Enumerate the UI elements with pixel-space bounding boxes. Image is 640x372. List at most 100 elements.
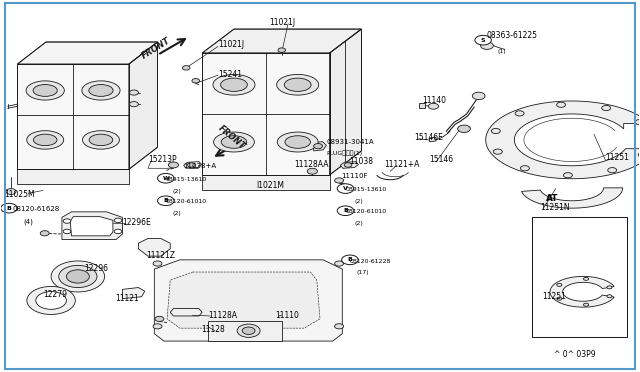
Circle shape [342,255,358,264]
Circle shape [335,324,344,329]
Circle shape [237,324,260,337]
Polygon shape [550,276,614,307]
Polygon shape [202,53,330,175]
Text: W: W [163,176,169,181]
Text: 11140: 11140 [422,96,446,105]
Ellipse shape [89,84,113,96]
Ellipse shape [26,81,64,100]
Text: 11110F: 11110F [342,173,368,179]
Ellipse shape [83,131,120,149]
Circle shape [182,65,190,70]
Circle shape [335,178,344,183]
Text: B: B [348,257,353,262]
Text: 11121: 11121 [115,294,139,304]
Polygon shape [17,64,129,169]
Ellipse shape [213,74,255,95]
Text: 08120-61228: 08120-61228 [350,259,391,263]
Circle shape [63,219,71,223]
Text: 11038: 11038 [349,157,373,166]
Circle shape [307,168,317,174]
Text: (2): (2) [355,221,363,226]
Text: 11110: 11110 [275,311,300,320]
Ellipse shape [285,136,310,148]
Circle shape [458,125,470,132]
Text: 08363-61225: 08363-61225 [487,31,538,40]
Circle shape [584,303,589,306]
Polygon shape [62,212,122,240]
Text: 08120-61628: 08120-61628 [13,206,60,212]
Circle shape [36,292,67,310]
Circle shape [607,286,612,289]
Text: ^ 0^ 03P9: ^ 0^ 03P9 [554,350,596,359]
Polygon shape [170,309,202,316]
Polygon shape [184,161,202,168]
Text: FRONT: FRONT [217,124,247,151]
Circle shape [114,218,122,222]
Polygon shape [340,161,358,168]
Circle shape [335,261,344,266]
Circle shape [337,206,354,215]
Circle shape [188,163,195,167]
Text: FRONT: FRONT [140,36,172,61]
Polygon shape [138,238,170,256]
Circle shape [557,102,566,108]
Ellipse shape [82,81,120,100]
Ellipse shape [27,131,63,149]
Text: 11251: 11251 [605,153,629,162]
Text: 11121Z: 11121Z [147,251,175,260]
Text: (1): (1) [498,49,506,54]
Text: 15146: 15146 [429,155,454,164]
Text: AT: AT [546,193,559,203]
Circle shape [638,152,640,157]
Text: (2): (2) [172,189,181,194]
Circle shape [344,163,352,167]
Circle shape [481,42,493,49]
Polygon shape [314,142,326,151]
Circle shape [602,105,611,110]
Text: 15146E: 15146E [414,133,443,142]
Circle shape [475,35,492,45]
Circle shape [635,119,640,125]
Text: 11251: 11251 [541,292,566,301]
Text: V: V [343,186,348,191]
Circle shape [278,48,285,52]
Circle shape [428,103,438,109]
Text: 15213P: 15213P [148,155,177,164]
Text: B: B [343,208,348,213]
Text: 08915-13610: 08915-13610 [166,177,207,182]
Polygon shape [202,29,362,53]
Circle shape [155,316,164,321]
Text: 08120-61010: 08120-61010 [166,199,207,205]
Circle shape [557,283,562,286]
Circle shape [314,144,323,149]
Circle shape [59,265,97,288]
Text: 12279: 12279 [43,290,67,299]
Circle shape [337,184,354,193]
Circle shape [67,270,90,283]
Ellipse shape [33,134,57,146]
Text: PLUGプラグ(1): PLUGプラグ(1) [326,151,362,157]
Circle shape [607,295,612,298]
Circle shape [1,203,17,213]
Circle shape [6,189,16,195]
Polygon shape [122,288,145,299]
Circle shape [157,173,174,183]
Polygon shape [486,101,640,179]
Circle shape [584,278,589,280]
Circle shape [40,231,49,236]
Polygon shape [209,321,282,341]
Circle shape [472,92,485,100]
Polygon shape [17,169,129,184]
Polygon shape [202,175,330,190]
Polygon shape [522,188,623,208]
Text: I1021M: I1021M [256,181,284,190]
Text: 11128AA: 11128AA [294,160,329,169]
Polygon shape [129,42,157,169]
Text: 11121+A: 11121+A [384,160,419,169]
Polygon shape [429,137,436,142]
Circle shape [563,173,572,178]
Text: 12296: 12296 [84,264,108,273]
Circle shape [153,324,162,329]
Polygon shape [70,217,113,236]
Circle shape [515,111,524,116]
